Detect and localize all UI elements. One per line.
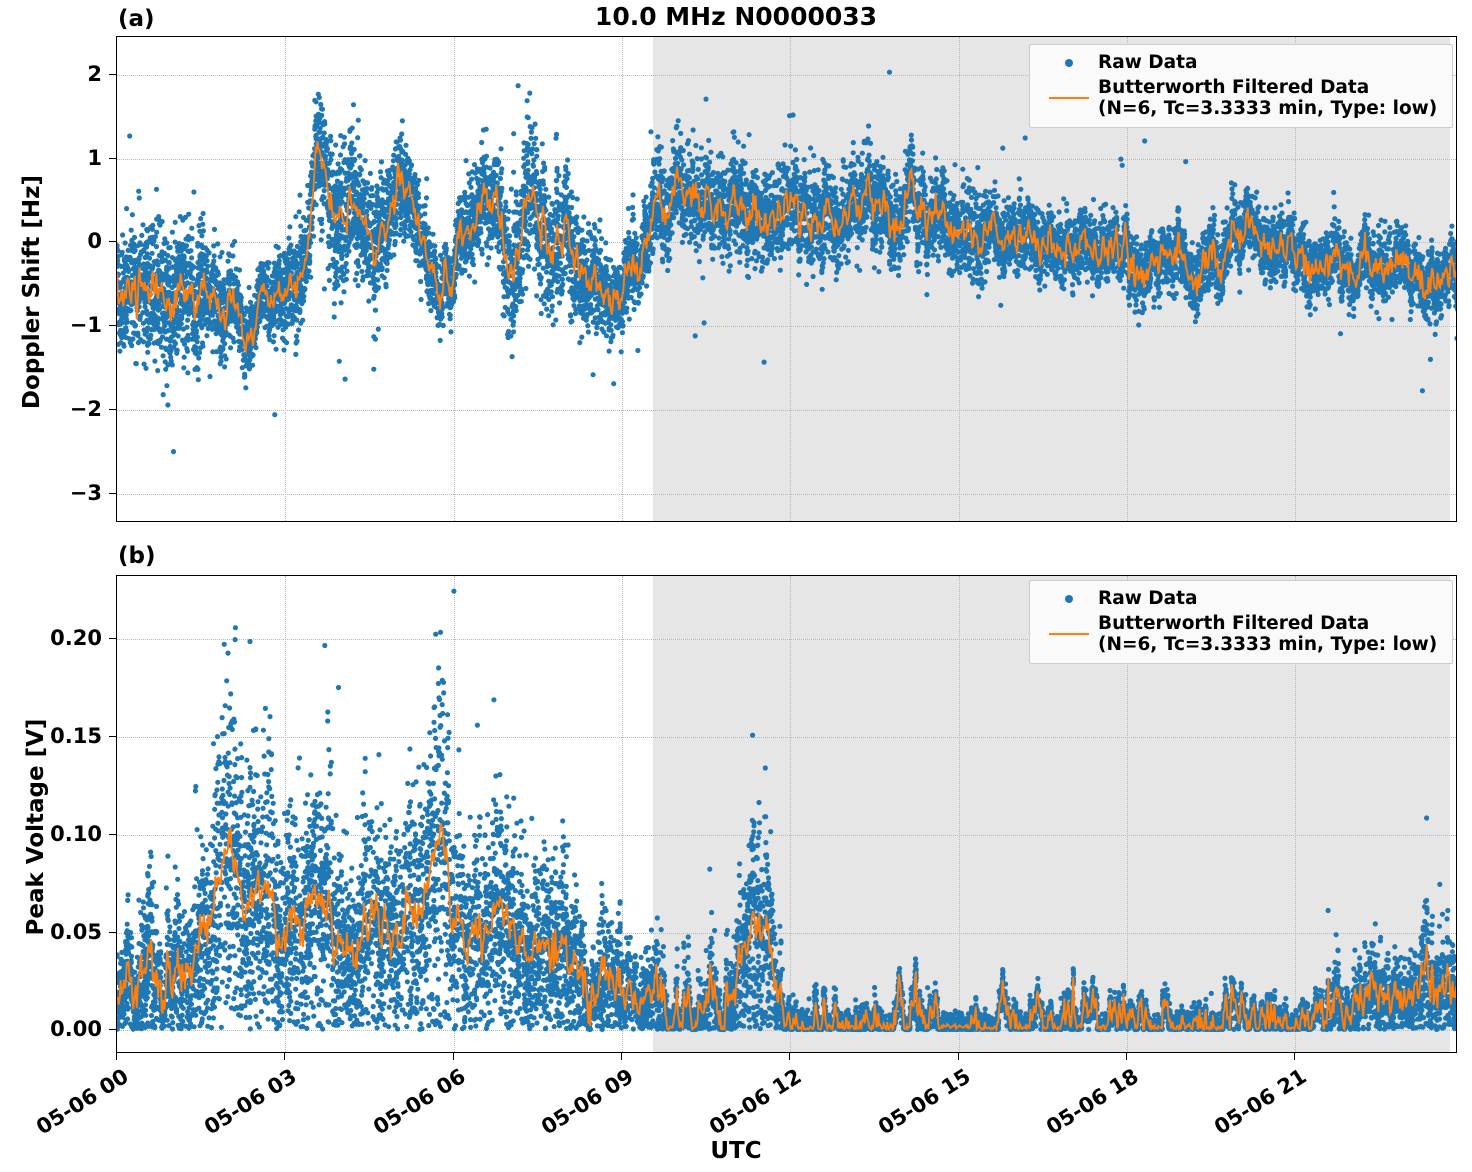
x-axis-tick-mark xyxy=(621,1053,622,1060)
panel-label-b: (b) xyxy=(118,543,156,569)
x-axis-tick-mark xyxy=(1294,1053,1295,1060)
legend-entry-filtered-a: Butterworth Filtered Data (N=6, Tc=3.333… xyxy=(1040,77,1442,119)
legend-marker-line-icon xyxy=(1040,97,1098,99)
y-axis-tick-label: 0.10 xyxy=(38,822,102,846)
x-axis-tick-mark xyxy=(116,1053,117,1060)
y-axis-tick-label: 2 xyxy=(38,62,102,86)
y-axis-tick-mark xyxy=(109,834,116,835)
y-axis-tick-mark xyxy=(109,493,116,494)
y-axis-tick-mark xyxy=(109,325,116,326)
y-axis-tick-mark xyxy=(109,1029,116,1030)
legend-label-raw: Raw Data xyxy=(1098,588,1197,609)
x-axis-tick-mark xyxy=(284,1053,285,1060)
legend-entry-filtered-b: Butterworth Filtered Data (N=6, Tc=3.333… xyxy=(1040,613,1442,655)
y-axis-tick-label: −2 xyxy=(38,397,102,421)
x-axis-tick-mark xyxy=(958,1053,959,1060)
legend-marker-line-icon xyxy=(1040,633,1098,635)
y-axis-tick-mark xyxy=(109,932,116,933)
x-axis-tick-mark xyxy=(453,1053,454,1060)
legend-marker-dot-icon xyxy=(1040,59,1098,67)
legend-entry-raw-a: Raw Data xyxy=(1040,52,1442,73)
y-axis-tick-label: 0.00 xyxy=(38,1017,102,1041)
y-axis-tick-label: 0.15 xyxy=(38,724,102,748)
y-axis-tick-mark xyxy=(109,638,116,639)
legend-entry-raw-b: Raw Data xyxy=(1040,588,1442,609)
y-axis-tick-mark xyxy=(109,158,116,159)
legend-marker-dot-icon xyxy=(1040,595,1098,603)
legend-label-filtered-line1: Butterworth Filtered Data xyxy=(1098,613,1369,634)
legend-label-filtered-line2: (N=6, Tc=3.3333 min, Type: low) xyxy=(1098,98,1437,119)
legend-label-filtered-line2: (N=6, Tc=3.3333 min, Type: low) xyxy=(1098,634,1437,655)
y-axis-tick-label: 0 xyxy=(38,229,102,253)
y-axis-tick-mark xyxy=(109,736,116,737)
y-axis-tick-label: 1 xyxy=(38,146,102,170)
x-axis-tick-mark xyxy=(789,1053,790,1060)
y-axis-tick-mark xyxy=(109,409,116,410)
panel-label-a: (a) xyxy=(118,6,155,32)
y-axis-tick-mark xyxy=(109,241,116,242)
y-axis-tick-label: −1 xyxy=(38,313,102,337)
legend-b: Raw Data Butterworth Filtered Data (N=6,… xyxy=(1029,580,1453,664)
legend-a: Raw Data Butterworth Filtered Data (N=6,… xyxy=(1029,44,1453,128)
legend-label-filtered-line1: Butterworth Filtered Data xyxy=(1098,77,1369,98)
x-axis-tick-mark xyxy=(1126,1053,1127,1060)
y-axis-tick-mark xyxy=(109,74,116,75)
legend-label-raw: Raw Data xyxy=(1098,52,1197,73)
y-axis-tick-label: 0.05 xyxy=(38,920,102,944)
y-axis-tick-label: 0.20 xyxy=(38,626,102,650)
page-title: 10.0 MHz N0000033 xyxy=(0,2,1472,31)
x-axis-label: UTC xyxy=(0,1138,1472,1164)
y-axis-tick-label: −3 xyxy=(38,481,102,505)
